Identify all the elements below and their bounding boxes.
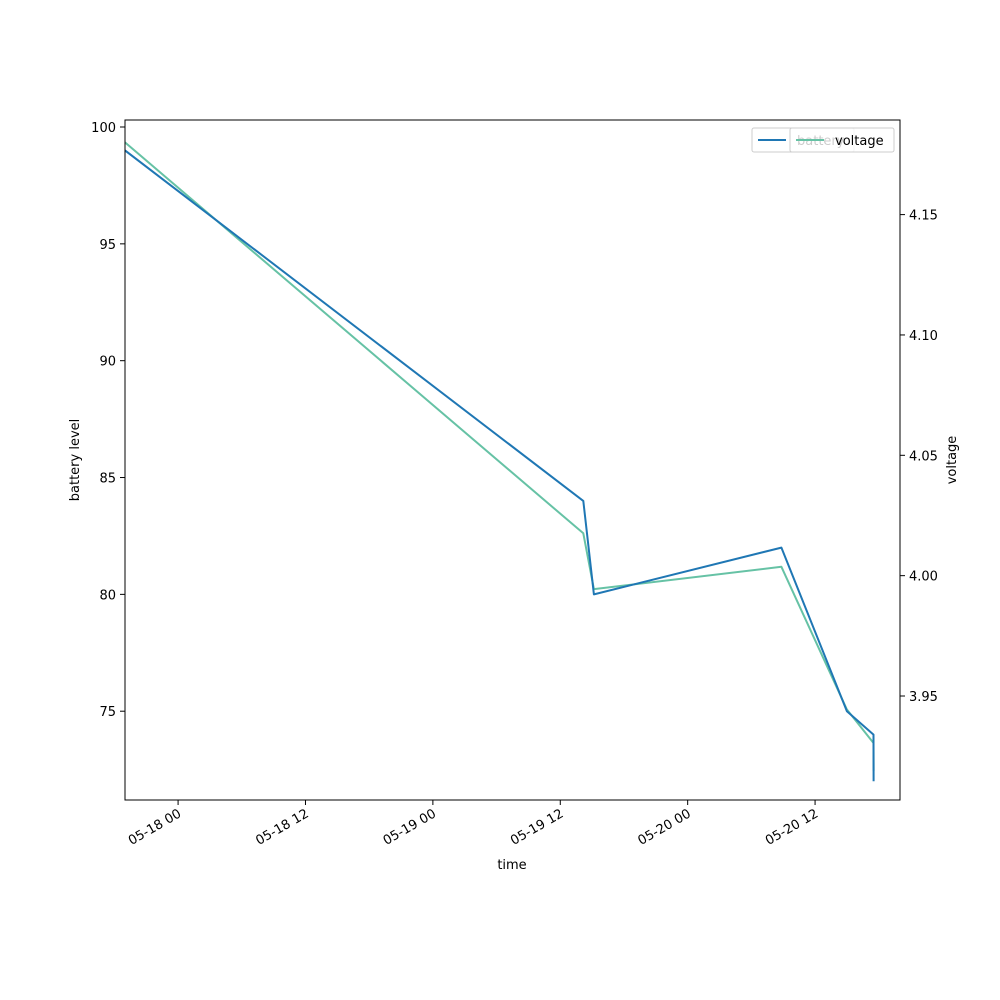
- y-left-axis-ticks: 75 80 85 90 95 100: [91, 121, 125, 720]
- legend-voltage: voltage: [789, 127, 895, 153]
- y-right-tick-label: 3.95: [909, 690, 938, 705]
- y-left-tick-label: 75: [99, 705, 116, 720]
- y-left-tick-label: 95: [99, 238, 116, 253]
- y-right-axis-label: voltage: [945, 436, 960, 485]
- series-line-battery: [124, 149, 875, 782]
- legend-voltage-box: [789, 127, 895, 153]
- y-right-tick-label: 4.00: [909, 570, 938, 585]
- y-left-tick-label: 85: [99, 472, 116, 487]
- y-left-tick-label: 90: [99, 355, 116, 370]
- legend-voltage-label: voltage: [835, 134, 884, 149]
- x-axis-label: time: [497, 858, 526, 873]
- y-right-axis-ticks: 3.95 4.00 4.05 4.10 4.15: [900, 209, 938, 705]
- plot-lines: [124, 141, 875, 782]
- y-left-axis-label: battery level: [68, 419, 83, 502]
- y-right-tick-label: 4.05: [909, 449, 938, 464]
- plot-frame: [124, 119, 901, 801]
- y-left-tick-label: 100: [91, 121, 116, 136]
- y-right-tick-label: 4.10: [909, 329, 938, 344]
- y-right-tick-label: 4.15: [909, 209, 938, 224]
- y-left-tick-label: 80: [99, 588, 116, 603]
